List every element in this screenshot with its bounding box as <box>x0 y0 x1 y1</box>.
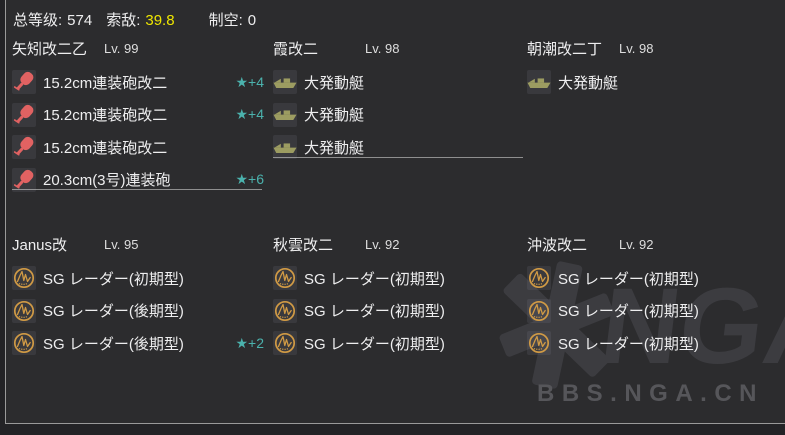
equipment-row: SG レーダー(初期型) <box>527 262 781 295</box>
equipment-list: SG レーダー(初期型) SG レーダー(後期型) SG レーダー(後期型) ★… <box>12 262 266 360</box>
equipment-name: SG レーダー(後期型) <box>43 303 184 321</box>
ship-level: Lv. 99 <box>104 40 139 56</box>
equipment-name: SG レーダー(初期型) <box>43 270 184 288</box>
equipment-name: 20.3cm(3号)連装砲 <box>43 172 171 190</box>
equipment-list: 大発動艇 大発動艇 大発動艇 <box>273 66 527 160</box>
los-value: 39.8 <box>145 12 175 29</box>
ship-card: 朝潮改二丁 Lv. 98 大発動艇 <box>527 30 781 99</box>
equipment-row: SG レーダー(初期型) <box>12 262 266 295</box>
radar-icon <box>273 266 297 291</box>
radar-icon <box>273 298 297 323</box>
equipment-name: 15.2cm連装砲改二 <box>43 107 168 125</box>
equipment-name: SG レーダー(初期型) <box>304 270 445 288</box>
equipment-row: 15.2cm連装砲改二 ★+4 <box>12 66 266 99</box>
equipment-row: 20.3cm(3号)連装砲 ★+6 <box>12 164 266 197</box>
ship-card: 霞改二 Lv. 98 大発動艇 大発動艇 大発動艇 <box>273 30 527 160</box>
radar-icon <box>12 331 36 356</box>
ship-name: 朝潮改二丁 <box>527 40 603 58</box>
ship-name: 沖波改二 <box>527 236 588 254</box>
equipment-row: SG レーダー(初期型) <box>273 262 527 295</box>
total-level-label: 总等级: <box>13 12 63 29</box>
equipment-list: 大発動艇 <box>527 66 781 99</box>
ship-header: 朝潮改二丁 Lv. 98 <box>527 30 781 66</box>
ship-card: 秋雲改二 Lv. 92 SG レーダー(初期型) SG レーダー(初期型) SG… <box>273 226 527 360</box>
equipment-row: 大発動艇 <box>273 99 527 132</box>
equipment-name: SG レーダー(後期型) <box>43 335 184 353</box>
equipment-row: SG レーダー(初期型) <box>527 295 781 328</box>
equipment-name: 15.2cm連装砲改二 <box>43 74 168 92</box>
air-power-value: 0 <box>247 12 257 29</box>
ship-header: Janus改 Lv. 95 <box>12 226 266 262</box>
equipment-stars: ★+6 <box>235 171 264 188</box>
equipment-name: 大発動艇 <box>304 74 365 92</box>
equipment-row: 15.2cm連装砲改二 ★+4 <box>12 99 266 132</box>
total-level-value: 574 <box>67 12 93 29</box>
equipment-list: 15.2cm連装砲改二 ★+4 15.2cm連装砲改二 ★+4 15.2cm連装… <box>12 66 266 192</box>
landing-craft-icon <box>273 135 297 160</box>
ship-level: Lv. 98 <box>619 40 654 56</box>
equipment-name: SG レーダー(初期型) <box>558 335 699 353</box>
equipment-row: 大発動艇 <box>527 66 781 99</box>
equipment-list: SG レーダー(初期型) SG レーダー(初期型) SG レーダー(初期型) <box>527 262 781 360</box>
red-gun-icon <box>12 135 36 160</box>
equipment-name: 大発動艇 <box>304 107 365 125</box>
landing-craft-icon <box>273 102 297 127</box>
equipment-stars: ★+4 <box>235 73 264 90</box>
equipment-name: 大発動艇 <box>304 139 365 157</box>
radar-icon <box>273 331 297 356</box>
ship-card: 矢矧改二乙 Lv. 99 15.2cm連装砲改二 ★+4 15.2cm連装砲改二… <box>12 30 266 192</box>
los-label: 索敌: <box>106 12 141 29</box>
ship-name: 秋雲改二 <box>273 236 334 254</box>
radar-icon <box>527 331 551 356</box>
landing-craft-icon <box>527 70 551 95</box>
fleet-panel: 总等级: 574 索敌: 39.8 制空: 0 NGA BBS.NGA.CN 矢矧改二乙 … <box>5 0 785 424</box>
equipment-row: 15.2cm連装砲改二 <box>12 131 266 164</box>
equipment-name: SG レーダー(初期型) <box>304 335 445 353</box>
ship-header: 霞改二 Lv. 98 <box>273 30 527 66</box>
red-gun-icon <box>12 167 36 192</box>
red-gun-icon <box>12 70 36 95</box>
radar-icon <box>527 266 551 291</box>
radar-icon <box>527 298 551 323</box>
ship-header: 秋雲改二 Lv. 92 <box>273 226 527 262</box>
equipment-name: SG レーダー(初期型) <box>304 303 445 321</box>
equipment-stars: ★+4 <box>235 106 264 123</box>
fleet-stats-bar: 总等级: 574 索敌: 39.8 制空: 0 <box>13 9 256 30</box>
red-gun-icon <box>12 102 36 127</box>
ship-card: Janus改 Lv. 95 SG レーダー(初期型) SG レーダー(後期型) … <box>12 226 266 360</box>
equipment-row: 大発動艇 <box>273 66 527 99</box>
equipment-name: 15.2cm連装砲改二 <box>43 139 168 157</box>
ship-name: 霞改二 <box>273 40 319 58</box>
equipment-row: SG レーダー(初期型) <box>273 295 527 328</box>
equipment-name: SG レーダー(初期型) <box>558 303 699 321</box>
equipment-separator <box>273 156 523 158</box>
radar-icon <box>12 266 36 291</box>
equipment-separator <box>12 189 262 190</box>
equipment-row: SG レーダー(初期型) <box>273 327 527 360</box>
equipment-name: SG レーダー(初期型) <box>558 270 699 288</box>
ship-level: Lv. 95 <box>104 236 139 252</box>
equipment-row: 大発動艇 <box>273 131 527 164</box>
radar-icon <box>12 298 36 323</box>
air-power-label: 制空: <box>208 12 243 29</box>
ship-header: 矢矧改二乙 Lv. 99 <box>12 30 266 66</box>
equipment-row: SG レーダー(初期型) <box>527 327 781 360</box>
equipment-row: SG レーダー(後期型) <box>12 295 266 328</box>
equipment-name: 大発動艇 <box>558 74 619 92</box>
equipment-row: SG レーダー(後期型) ★+2 <box>12 327 266 360</box>
fleet-grid: 矢矧改二乙 Lv. 99 15.2cm連装砲改二 ★+4 15.2cm連装砲改二… <box>6 0 785 423</box>
equipment-stars: ★+2 <box>235 334 264 351</box>
ship-level: Lv. 98 <box>365 40 400 56</box>
ship-level: Lv. 92 <box>365 236 400 252</box>
ship-card: 沖波改二 Lv. 92 SG レーダー(初期型) SG レーダー(初期型) SG… <box>527 226 781 360</box>
equipment-list: SG レーダー(初期型) SG レーダー(初期型) SG レーダー(初期型) <box>273 262 527 360</box>
ship-level: Lv. 92 <box>619 236 654 252</box>
ship-header: 沖波改二 Lv. 92 <box>527 226 781 262</box>
landing-craft-icon <box>273 70 297 95</box>
ship-name: 矢矧改二乙 <box>12 40 88 58</box>
ship-name: Janus改 <box>12 236 68 254</box>
